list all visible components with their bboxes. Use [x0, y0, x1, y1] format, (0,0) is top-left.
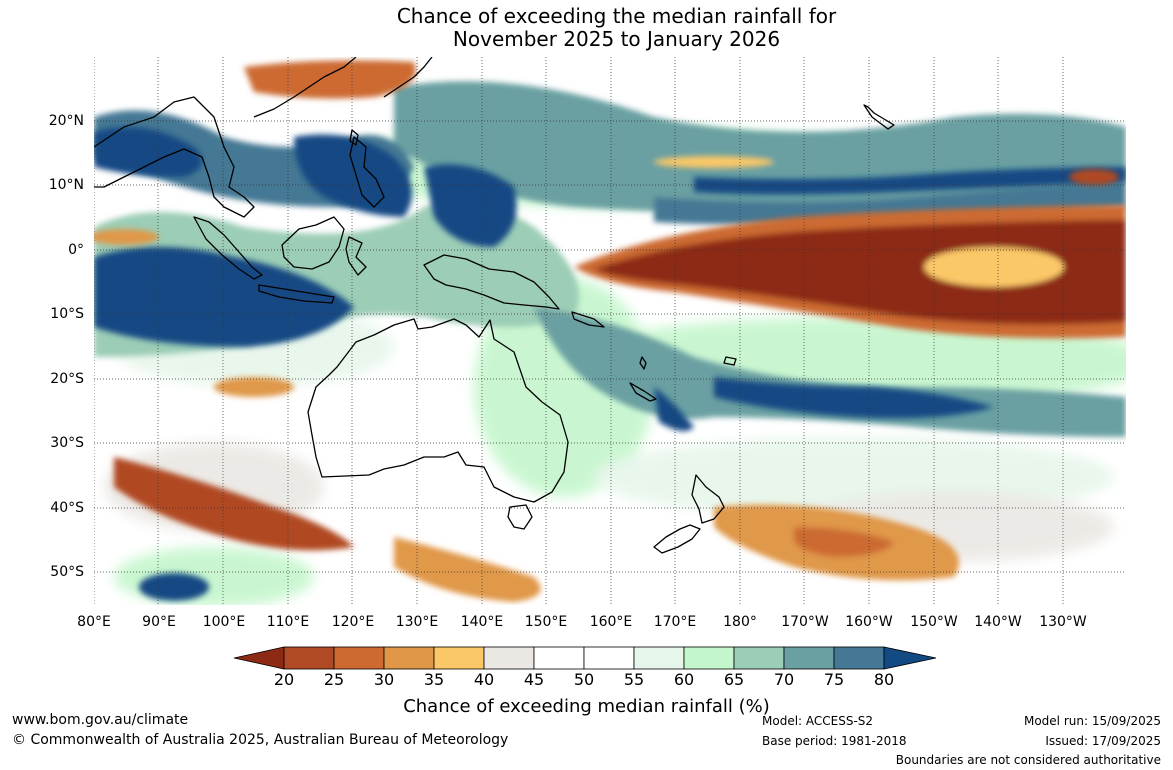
footer-website-link[interactable]: www.bom.gov.au/climate	[12, 712, 189, 728]
colorbar-below-20-arrow	[233, 646, 285, 670]
legend-title: Chance of exceeding median rainfall (%)	[403, 696, 770, 717]
lat-label-40s: 40°S	[50, 500, 84, 516]
legend-tick-80: 80	[873, 670, 895, 689]
lon-label-150w: 150°W	[910, 614, 958, 630]
colorbar-segment-25-30	[333, 646, 385, 670]
colorbar-segment-30-35	[383, 646, 435, 670]
lon-label-170w: 170°W	[781, 614, 829, 630]
lon-label-180: 180°	[723, 614, 757, 630]
footer-model: Model: ACCESS-S2	[762, 714, 874, 728]
lat-label-20n: 20°N	[48, 113, 84, 129]
legend-tick-30: 30	[373, 670, 395, 689]
lon-label-140e: 140°E	[460, 614, 504, 630]
southeast-asia-coastline	[94, 96, 255, 218]
lat-label-50s: 50°S	[50, 564, 84, 580]
colorbar-segment-35-40	[433, 646, 485, 670]
philippines-coastline	[349, 136, 385, 208]
legend-tick-75: 75	[823, 670, 845, 689]
colorbar-segment-75-80	[833, 646, 885, 670]
colorbar-segment-70-75	[783, 646, 835, 670]
legend-tick-50: 50	[573, 670, 595, 689]
colorbar-segment-50-55	[583, 646, 635, 670]
colorbar-segment-55-60	[633, 646, 685, 670]
lat-label-30s: 30°S	[50, 435, 84, 451]
java-coastline	[258, 284, 335, 304]
lat-label-10s: 10°S	[50, 306, 84, 322]
dry-zones	[94, 60, 1126, 602]
colorbar-segment-40-45	[483, 646, 535, 670]
legend-tick-20: 20	[273, 670, 295, 689]
new-zealand-north-coastline	[691, 474, 725, 524]
legend-tick-25: 25	[323, 670, 345, 689]
legend-tick-55: 55	[623, 670, 645, 689]
footer-copyright: © Commonwealth of Australia 2025, Austra…	[12, 732, 509, 748]
australia-coastline	[307, 318, 569, 503]
solomon-islands-coastline	[571, 311, 605, 328]
legend-tick-65: 65	[723, 670, 745, 689]
footer-model-run: Model run: 15/09/2025	[1023, 714, 1161, 728]
legend-colorbar	[233, 646, 937, 670]
hawaii-coastline	[863, 104, 895, 130]
lon-label-130w: 130°W	[1039, 614, 1087, 630]
lon-label-110e: 110°E	[266, 614, 310, 630]
lon-label-90e: 90°E	[142, 614, 176, 630]
rainfall-map	[94, 57, 1126, 605]
taiwan-coastline	[349, 129, 359, 146]
new-caledonia-coastline	[629, 382, 657, 402]
lat-label-equator: 0°	[68, 242, 84, 258]
lon-label-160e: 160°E	[589, 614, 633, 630]
map-title-line-2: November 2025 to January 2026	[452, 27, 781, 51]
tasmania-coastline	[507, 504, 533, 530]
lon-label-140w: 140°W	[974, 614, 1022, 630]
colorbar-above-80-arrow	[883, 646, 937, 670]
colorbar-segment-45-50	[533, 646, 585, 670]
colorbar-segment-60-65	[683, 646, 735, 670]
legend-tick-35: 35	[423, 670, 445, 689]
lon-label-120e: 120°E	[331, 614, 375, 630]
footer-issued: Issued: 17/09/2025	[1045, 734, 1161, 748]
legend-tick-40: 40	[473, 670, 495, 689]
lon-label-170e: 170°E	[653, 614, 697, 630]
colorbar-segment-20-25	[283, 646, 335, 670]
borneo-coastline	[281, 216, 345, 270]
lon-label-80e: 80°E	[77, 614, 111, 630]
legend-tick-45: 45	[523, 670, 545, 689]
rainfall-map-svg	[94, 57, 1126, 605]
japan-coastline	[383, 57, 433, 98]
sulawesi-coastline	[345, 236, 367, 276]
footer-disclaimer: Boundaries are not considered authoritat…	[895, 753, 1161, 767]
very-wet-zones	[94, 127, 1126, 601]
legend-tick-60: 60	[673, 670, 695, 689]
graticule	[94, 57, 1126, 605]
new-zealand-south-coastline	[653, 524, 701, 554]
lat-label-20s: 20°S	[50, 371, 84, 387]
colorbar-segment-65-70	[733, 646, 785, 670]
map-title-line-1: Chance of exceeding the median rainfall …	[396, 4, 837, 28]
lon-label-150e: 150°E	[524, 614, 568, 630]
china-coastline	[253, 57, 357, 118]
legend-tick-70: 70	[773, 670, 795, 689]
fiji-coastline	[723, 356, 737, 366]
sumatra-coastline	[193, 216, 263, 280]
new-guinea-coastline	[423, 254, 560, 310]
lon-label-100e: 100°E	[202, 614, 246, 630]
footer-base-period: Base period: 1981-2018	[762, 734, 907, 748]
vanuatu-coastline	[639, 356, 647, 370]
coastlines	[94, 57, 895, 554]
lat-label-10n: 10°N	[48, 177, 84, 193]
lon-label-130e: 130°E	[395, 614, 439, 630]
lon-label-160w: 160°W	[845, 614, 893, 630]
